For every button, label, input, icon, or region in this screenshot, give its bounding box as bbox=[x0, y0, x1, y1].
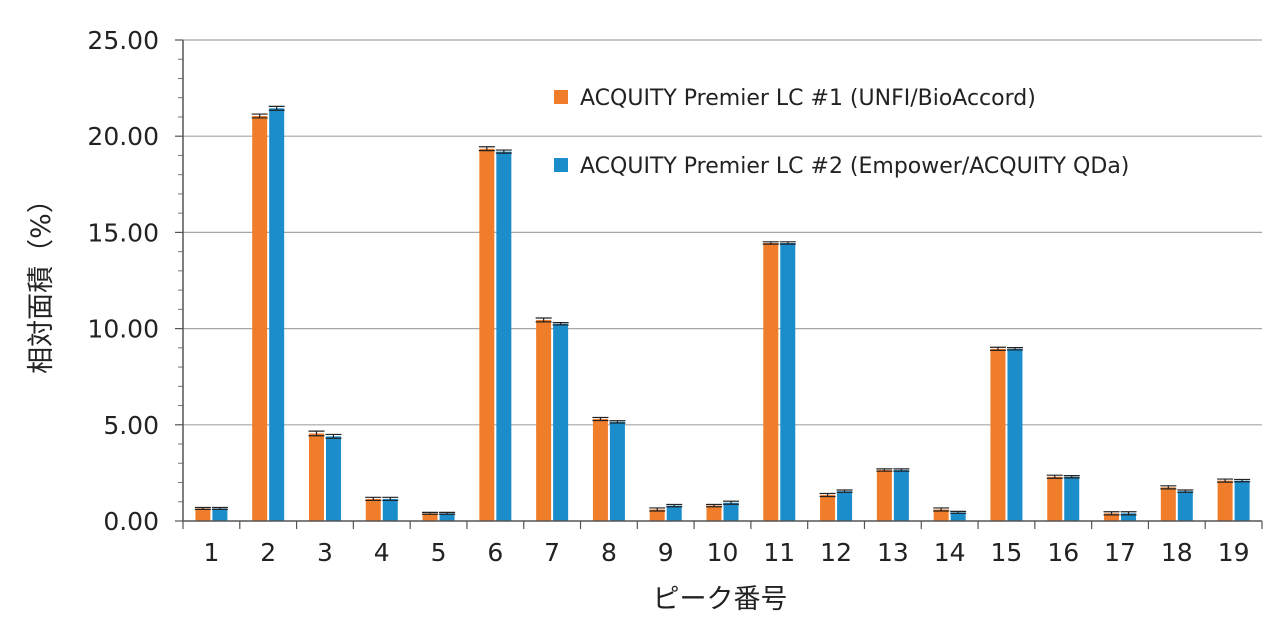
y-tick-label: 0.00 bbox=[103, 507, 159, 536]
bar-series-1-peak-13 bbox=[876, 470, 892, 521]
bar-series-1-peak-12 bbox=[820, 495, 836, 521]
bar-series-1-peak-3 bbox=[308, 433, 324, 521]
bar-series-1-peak-15 bbox=[990, 348, 1006, 521]
legend-swatch-series-2 bbox=[554, 158, 568, 172]
x-tick-label: 5 bbox=[431, 538, 447, 567]
x-tick-label: 17 bbox=[1104, 538, 1136, 567]
x-tick-label: 14 bbox=[934, 538, 966, 567]
bar-series-2-peak-9 bbox=[666, 505, 682, 521]
legend-label-series-2: ACQUITY Premier LC #2 (Empower/ACQUITY Q… bbox=[580, 154, 1129, 179]
x-tick-label: 19 bbox=[1218, 538, 1250, 567]
grid-lines bbox=[183, 39, 1262, 426]
legend-swatch-series-1 bbox=[554, 90, 568, 104]
y-tick-label: 20.00 bbox=[87, 122, 159, 151]
x-tick-label: 11 bbox=[763, 538, 795, 567]
x-axis-title: ピーク番号 bbox=[653, 584, 788, 615]
bar-series-1-peak-8 bbox=[592, 419, 608, 521]
x-tick-label: 13 bbox=[877, 538, 909, 567]
bar-series-1-peak-18 bbox=[1160, 487, 1176, 521]
bar-series-1-peak-19 bbox=[1217, 480, 1233, 521]
bar-series-2-peak-15 bbox=[1007, 348, 1023, 521]
bar-series-1-peak-7 bbox=[536, 319, 552, 521]
x-tick-label: 12 bbox=[820, 538, 852, 567]
x-tick-label: 7 bbox=[544, 538, 560, 567]
y-tick-labels: 0.00 5.00 10.00 15.00 20.00 25.00 bbox=[87, 26, 159, 536]
bar-series-2-peak-14 bbox=[950, 512, 966, 521]
bar-series-2-peak-10 bbox=[723, 502, 739, 521]
x-tick-label: 1 bbox=[203, 538, 219, 567]
bar-series-2-peak-12 bbox=[837, 491, 853, 521]
x-tick-labels: 1 2 3 4 5 6 7 8 9 10 11 12 13 14 15 16 17 18 19 bbox=[203, 538, 1249, 567]
y-tick-label: 15.00 bbox=[87, 218, 159, 247]
legend-label-series-1: ACQUITY Premier LC #1 (UNFI/BioAccord) bbox=[580, 86, 1036, 111]
bar-series-1-peak-14 bbox=[933, 509, 949, 521]
bar-series-2-peak-17 bbox=[1121, 513, 1137, 521]
bar-series-2-peak-18 bbox=[1177, 491, 1193, 521]
bar-series-2-peak-13 bbox=[893, 470, 909, 521]
bar-series-1-peak-5 bbox=[422, 513, 438, 521]
bar-series-2-peak-5 bbox=[439, 513, 455, 521]
x-tick-label: 10 bbox=[707, 538, 739, 567]
legend: ACQUITY Premier LC #1 (UNFI/BioAccord) A… bbox=[554, 86, 1129, 179]
bar-series-1-peak-2 bbox=[252, 115, 268, 522]
axes bbox=[175, 39, 1263, 529]
bar-series-1-peak-1 bbox=[195, 508, 211, 521]
x-tick-label: 18 bbox=[1161, 538, 1193, 567]
bars bbox=[194, 105, 1251, 522]
bar-series-1-peak-9 bbox=[649, 509, 665, 521]
bar-series-1-peak-10 bbox=[706, 505, 722, 521]
bar-series-1-peak-6 bbox=[479, 148, 495, 521]
x-tick-label: 15 bbox=[991, 538, 1023, 567]
y-axis-title: 相対面積（%） bbox=[26, 186, 57, 374]
bar-series-1-peak-16 bbox=[1047, 476, 1063, 521]
y-tick-label: 10.00 bbox=[87, 315, 159, 344]
bar-series-2-peak-6 bbox=[496, 151, 512, 522]
bar-series-2-peak-1 bbox=[212, 508, 228, 521]
bar-series-1-peak-17 bbox=[1104, 513, 1120, 521]
bar-series-2-peak-3 bbox=[325, 436, 341, 521]
bar-series-2-peak-11 bbox=[780, 242, 796, 521]
bar-series-1-peak-11 bbox=[763, 242, 779, 521]
bar-series-1-peak-4 bbox=[365, 498, 381, 521]
y-tick-label: 25.00 bbox=[87, 26, 159, 55]
y-tick-label: 5.00 bbox=[103, 411, 159, 440]
x-tick-label: 6 bbox=[487, 538, 503, 567]
x-tick-label: 8 bbox=[601, 538, 617, 567]
bar-series-2-peak-8 bbox=[609, 421, 625, 521]
bar-series-2-peak-4 bbox=[382, 498, 398, 521]
x-tick-label: 16 bbox=[1047, 538, 1079, 567]
x-tick-label: 4 bbox=[374, 538, 390, 567]
bar-series-2-peak-2 bbox=[269, 108, 285, 521]
x-tick-label: 3 bbox=[317, 538, 333, 567]
bar-series-2-peak-19 bbox=[1234, 480, 1250, 521]
x-tick-label: 2 bbox=[260, 538, 276, 567]
bar-series-2-peak-7 bbox=[553, 323, 569, 521]
x-tick-label: 9 bbox=[658, 538, 674, 567]
bar-series-2-peak-16 bbox=[1064, 476, 1080, 521]
